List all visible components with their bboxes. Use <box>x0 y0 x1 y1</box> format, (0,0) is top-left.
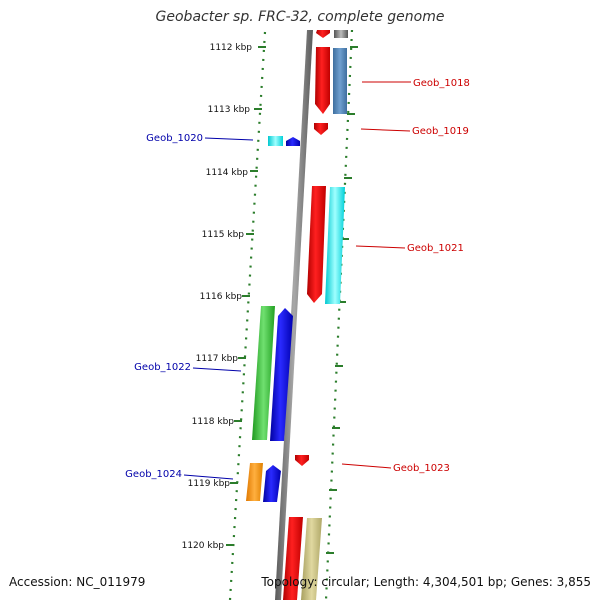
gene-label-geob-1019[interactable]: Geob_1019 <box>412 126 469 137</box>
scale-label: 1112 kbp <box>210 43 253 53</box>
map-title: Geobacter sp. FRC-32, complete genome <box>155 9 445 25</box>
gene-label-geob-1021[interactable]: Geob_1021 <box>407 243 464 254</box>
gene-geob-1023 <box>295 455 309 466</box>
gene-geob-1019 <box>314 123 328 135</box>
label-leaders <box>183 81 411 480</box>
gene-geob-1024-blue <box>263 465 281 502</box>
scale-label: 1115 kbp <box>202 230 245 240</box>
gene-label-geob-1023[interactable]: Geob_1023 <box>393 463 450 474</box>
gene-label-geob-1024[interactable]: Geob_1024 <box>125 469 182 480</box>
gene-geob-1024-orange <box>246 463 263 501</box>
scale-label: 1113 kbp <box>208 105 251 115</box>
gene-geob-1021-red <box>307 186 326 303</box>
gene-geob-1018 <box>315 47 330 114</box>
scale-label: 1116 kbp <box>200 292 243 302</box>
gene-label-geob-1020[interactable]: Geob_1020 <box>146 133 203 144</box>
gene-steelblue <box>333 48 347 114</box>
accession-text: Accession: NC_011979 <box>9 575 146 589</box>
gene-geob-1022-blue <box>270 308 293 441</box>
outer-scale-ring <box>324 29 354 600</box>
gene-label-geob-1022[interactable]: Geob_1022 <box>134 362 191 373</box>
gene-geob-1022-green <box>252 306 275 440</box>
gene-bottom-khaki <box>301 518 322 600</box>
scale-label: 1120 kbp <box>182 541 225 551</box>
gene-small-blue <box>286 137 300 146</box>
scale-labels: 1112 kbp 1113 kbp 1114 kbp 1115 kbp 1116… <box>182 43 253 551</box>
inner-ring-ticks <box>226 46 266 546</box>
gene-top-gray <box>334 30 348 38</box>
inner-scale-ring <box>228 31 267 600</box>
gene-bottom-red <box>283 517 303 600</box>
scale-label: 1114 kbp <box>206 168 249 178</box>
scale-label: 1118 kbp <box>192 417 235 427</box>
gene-top-red <box>316 30 330 38</box>
gene-geob-1021-cyan <box>325 187 345 304</box>
scale-label: 1117 kbp <box>196 354 239 364</box>
gene-geob-1020 <box>268 136 283 146</box>
scale-label: 1119 kbp <box>188 479 231 489</box>
topology-summary: Topology: circular; Length: 4,304,501 bp… <box>261 575 591 589</box>
genome-backbone <box>275 30 313 600</box>
gene-label-geob-1018[interactable]: Geob_1018 <box>413 78 470 89</box>
